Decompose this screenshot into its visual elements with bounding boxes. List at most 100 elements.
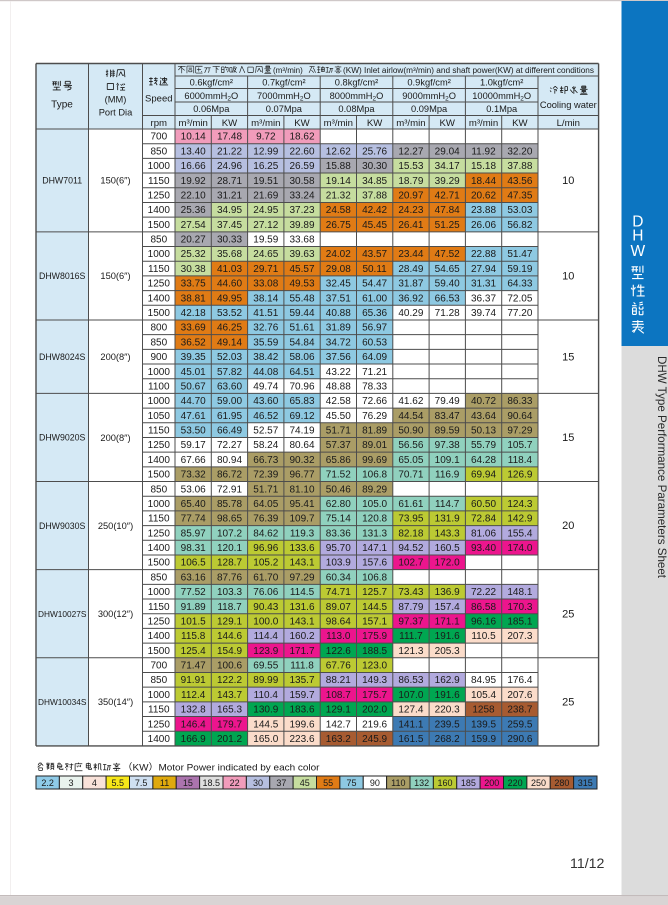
svg-text:47.52: 47.52 xyxy=(435,249,460,260)
svg-text:DHW Type Performance Parameter: DHW Type Performance Parameters Sheet xyxy=(655,356,668,579)
svg-text:58.24: 58.24 xyxy=(253,440,278,451)
svg-text:76.29: 76.29 xyxy=(362,411,387,422)
svg-text:3: 3 xyxy=(69,778,74,788)
svg-text:118.4: 118.4 xyxy=(508,455,533,466)
svg-text:m³/min: m³/min xyxy=(469,118,498,129)
svg-text:72.22: 72.22 xyxy=(471,587,496,598)
svg-text:170.3: 170.3 xyxy=(507,602,532,613)
svg-text:1500: 1500 xyxy=(148,558,171,569)
svg-text:74.19: 74.19 xyxy=(289,426,314,437)
svg-text:64.05: 64.05 xyxy=(253,499,278,510)
svg-text:53.52: 53.52 xyxy=(217,308,242,319)
svg-text:30.30: 30.30 xyxy=(362,161,387,172)
svg-text:86.58: 86.58 xyxy=(471,602,496,613)
svg-text:220: 220 xyxy=(508,778,523,788)
svg-text:89.59: 89.59 xyxy=(435,426,460,437)
svg-text:24.02: 24.02 xyxy=(326,249,351,260)
svg-text:38.42: 38.42 xyxy=(253,352,278,363)
svg-text:1150: 1150 xyxy=(148,176,170,187)
svg-text:34.85: 34.85 xyxy=(362,176,387,187)
svg-text:61.00: 61.00 xyxy=(362,293,387,304)
svg-text:44.70: 44.70 xyxy=(181,396,206,407)
svg-text:Port Dia: Port Dia xyxy=(99,108,133,118)
svg-text:61.70: 61.70 xyxy=(253,572,278,583)
svg-text:W: W xyxy=(630,243,645,260)
svg-text:90: 90 xyxy=(370,778,380,788)
svg-text:245.9: 245.9 xyxy=(362,734,387,745)
svg-text:142.7: 142.7 xyxy=(326,719,351,730)
svg-text:107.2: 107.2 xyxy=(217,528,242,539)
svg-text:149.3: 149.3 xyxy=(362,675,387,686)
svg-text:81.10: 81.10 xyxy=(289,484,314,495)
svg-text:5.5: 5.5 xyxy=(112,778,125,788)
svg-text:93.40: 93.40 xyxy=(471,543,496,554)
svg-text:42.58: 42.58 xyxy=(326,396,351,407)
svg-text:43.60: 43.60 xyxy=(253,396,278,407)
svg-text:26.75: 26.75 xyxy=(326,220,351,231)
svg-text:1100: 1100 xyxy=(148,381,170,392)
svg-text:76.39: 76.39 xyxy=(253,514,278,525)
svg-text:56.97: 56.97 xyxy=(362,323,387,334)
svg-text:82.18: 82.18 xyxy=(398,528,423,539)
svg-text:0.8kgf/cm²: 0.8kgf/cm² xyxy=(335,78,378,88)
svg-text:23.44: 23.44 xyxy=(398,249,423,260)
svg-text:51.25: 51.25 xyxy=(435,220,460,231)
svg-text:63.60: 63.60 xyxy=(217,381,242,392)
svg-text:37.88: 37.88 xyxy=(507,161,532,172)
svg-text:147.1: 147.1 xyxy=(362,543,387,554)
svg-text:102.7: 102.7 xyxy=(398,558,423,569)
svg-text:50.90: 50.90 xyxy=(398,426,423,437)
svg-text:54.47: 54.47 xyxy=(362,279,387,290)
svg-text:109.7: 109.7 xyxy=(289,514,314,525)
svg-text:61.61: 61.61 xyxy=(398,499,423,510)
svg-text:98.64: 98.64 xyxy=(326,617,351,628)
svg-text:144.5: 144.5 xyxy=(253,719,278,730)
svg-text:80.94: 80.94 xyxy=(217,455,242,466)
svg-text:59.00: 59.00 xyxy=(217,396,242,407)
svg-text:27.54: 27.54 xyxy=(181,220,206,231)
svg-text:24.23: 24.23 xyxy=(398,205,423,216)
svg-text:300(12″): 300(12″) xyxy=(98,609,133,619)
svg-text:91.91: 91.91 xyxy=(181,675,206,686)
svg-text:49.95: 49.95 xyxy=(217,293,242,304)
svg-text:207.3: 207.3 xyxy=(507,631,532,642)
svg-text:61.95: 61.95 xyxy=(217,411,242,422)
svg-text:290.6: 290.6 xyxy=(507,734,532,745)
svg-text:129.1: 129.1 xyxy=(326,705,351,716)
svg-text:59.19: 59.19 xyxy=(507,264,532,275)
svg-text:69.12: 69.12 xyxy=(289,411,314,422)
svg-text:171.7: 171.7 xyxy=(289,646,314,657)
svg-text:122.2: 122.2 xyxy=(217,675,242,686)
svg-text:105.2: 105.2 xyxy=(253,558,278,569)
svg-text:73.95: 73.95 xyxy=(398,514,423,525)
svg-text:0.1Mpa: 0.1Mpa xyxy=(486,104,518,114)
svg-text:84.95: 84.95 xyxy=(471,675,496,686)
svg-text:D: D xyxy=(632,214,643,231)
svg-text:18.5: 18.5 xyxy=(203,778,221,788)
svg-text:219.6: 219.6 xyxy=(362,719,387,730)
svg-text:98.31: 98.31 xyxy=(181,543,206,554)
svg-text:130.9: 130.9 xyxy=(253,705,278,716)
svg-text:60.50: 60.50 xyxy=(471,499,496,510)
svg-text:1400: 1400 xyxy=(148,543,171,554)
svg-text:1500: 1500 xyxy=(148,308,171,319)
svg-text:106.5: 106.5 xyxy=(181,558,206,569)
svg-text:183.6: 183.6 xyxy=(289,705,314,716)
svg-text:125.7: 125.7 xyxy=(362,587,387,598)
svg-text:160: 160 xyxy=(438,778,453,788)
svg-text:37.23: 37.23 xyxy=(289,205,314,216)
svg-text:119.3: 119.3 xyxy=(290,528,315,539)
svg-text:50.46: 50.46 xyxy=(326,484,351,495)
svg-text:60.53: 60.53 xyxy=(362,337,387,348)
svg-text:47.35: 47.35 xyxy=(507,191,532,202)
svg-text:DHW7011: DHW7011 xyxy=(42,176,82,186)
svg-text:15.88: 15.88 xyxy=(326,161,351,172)
svg-text:100.0: 100.0 xyxy=(253,617,278,628)
svg-text:35.68: 35.68 xyxy=(217,249,242,260)
svg-text:268.2: 268.2 xyxy=(435,734,460,745)
svg-text:96.96: 96.96 xyxy=(253,543,278,554)
svg-text:77.74: 77.74 xyxy=(181,514,206,525)
svg-text:19.51: 19.51 xyxy=(253,176,278,187)
svg-text:37.56: 37.56 xyxy=(326,352,351,363)
svg-text:31.89: 31.89 xyxy=(326,323,351,334)
